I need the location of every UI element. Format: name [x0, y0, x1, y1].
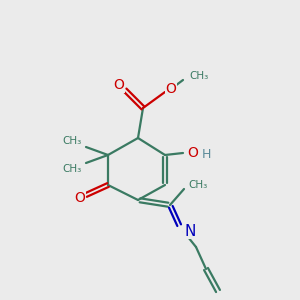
- Text: O: O: [188, 146, 198, 160]
- Text: O: O: [166, 82, 176, 96]
- Text: CH₃: CH₃: [63, 164, 82, 174]
- Text: O: O: [114, 78, 124, 92]
- Text: CH₃: CH₃: [63, 136, 82, 146]
- Text: CH₃: CH₃: [189, 71, 208, 81]
- Text: N: N: [184, 224, 195, 238]
- Text: H: H: [201, 148, 211, 161]
- Text: CH₃: CH₃: [188, 180, 207, 190]
- Text: O: O: [75, 191, 86, 205]
